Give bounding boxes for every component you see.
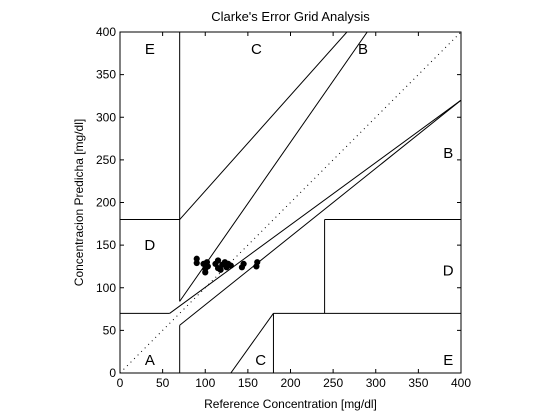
data-point [227, 262, 234, 269]
x-tick-label: 0 [117, 376, 124, 390]
zone-boundary-line [179, 32, 348, 220]
x-tick-label: 100 [195, 376, 215, 390]
data-point [254, 259, 261, 266]
x-tick-label: 400 [451, 376, 471, 390]
zone-label-c: C [251, 41, 262, 58]
data-point [202, 269, 209, 276]
zone-boundary-line [169, 99, 461, 314]
x-tick-label: 150 [238, 376, 258, 390]
y-axis-label: Concentracion Predicha [mg/dl] [72, 119, 86, 286]
zone-label-d: D [144, 237, 155, 254]
x-tick-label: 200 [280, 376, 300, 390]
zone-boundary-line [230, 313, 274, 373]
zone-boundary-line [179, 99, 461, 326]
x-tick-label: 250 [323, 376, 343, 390]
x-tick-label: 300 [366, 376, 386, 390]
y-tick-label: 400 [96, 25, 116, 39]
axis-ticks: 0 50 100 150 200 250 300 350 400 0 50 100 150 200 250 3… [96, 25, 471, 390]
zone-label-b: B [443, 145, 453, 162]
data-points [193, 255, 261, 276]
zone-labels: E C B B D D A C E [144, 41, 453, 369]
y-tick-label: 250 [96, 153, 116, 167]
plot-frame [119, 31, 462, 374]
zone-label-e: E [443, 352, 453, 369]
zone-label-d: D [443, 263, 454, 280]
identity-line [119, 31, 462, 374]
zone-label-e: E [145, 41, 155, 58]
x-axis-label: Reference Concentration [mg/dl] [204, 397, 377, 411]
zone-label-c: C [255, 352, 266, 369]
data-point [214, 257, 222, 264]
y-tick-label: 100 [96, 281, 116, 295]
zone-boundaries [120, 32, 461, 373]
x-tick-label: 350 [408, 376, 428, 390]
y-tick-label: 0 [109, 366, 116, 380]
zone-label-b: B [358, 41, 368, 58]
x-tick-label: 50 [156, 376, 170, 390]
data-point [217, 266, 224, 273]
zone-boundary-line [179, 32, 368, 302]
data-point [240, 260, 247, 267]
identity-reference-line [119, 31, 462, 374]
data-point [204, 263, 211, 270]
y-tick-label: 150 [96, 238, 116, 252]
y-tick-label: 200 [96, 196, 116, 210]
data-point [193, 259, 200, 267]
y-tick-label: 300 [96, 110, 116, 124]
chart-title: Clarke's Error Grid Analysis [211, 9, 370, 24]
y-tick-label: 50 [103, 323, 117, 337]
zone-label-a: A [145, 352, 155, 369]
y-tick-label: 350 [96, 68, 116, 82]
